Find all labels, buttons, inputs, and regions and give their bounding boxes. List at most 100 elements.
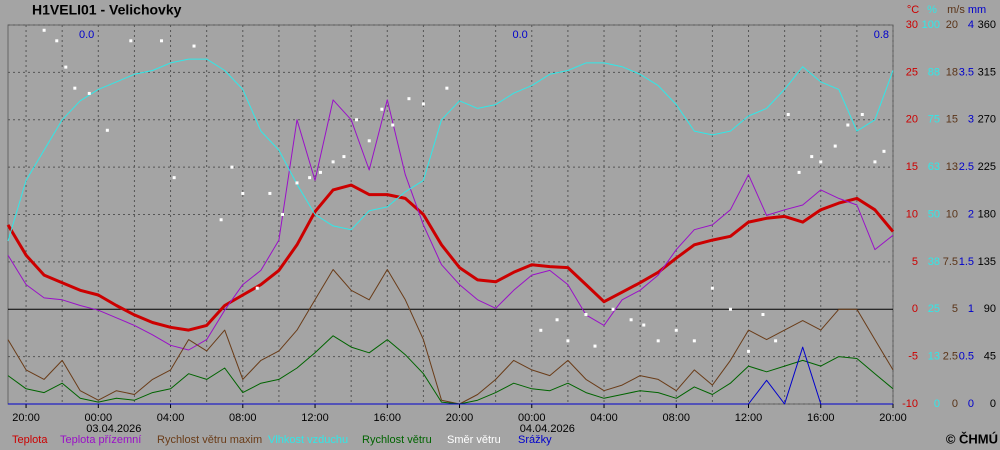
x-tick-label: 00:00 bbox=[85, 412, 113, 424]
direction-point bbox=[318, 170, 322, 174]
y-tick-label: 75 bbox=[928, 114, 940, 126]
direction-point bbox=[342, 155, 346, 159]
y-tick-label: 18 bbox=[946, 66, 958, 78]
y-tick-label: 3.5 bbox=[959, 66, 974, 78]
direction-point bbox=[255, 286, 259, 290]
direction-point bbox=[42, 28, 46, 32]
direction-point bbox=[611, 307, 615, 311]
y-tick-label: 1.5 bbox=[959, 256, 974, 268]
direction-point bbox=[860, 112, 864, 116]
y-tick-label: 2.5 bbox=[943, 351, 958, 363]
direction-point bbox=[593, 344, 597, 348]
axis-unit: m/s bbox=[947, 4, 965, 16]
direction-point bbox=[642, 323, 646, 327]
y-tick-label: 0 bbox=[934, 398, 940, 410]
y-tick-label: 0.5 bbox=[959, 351, 974, 363]
y-tick-label: 0 bbox=[968, 398, 974, 410]
direction-point bbox=[833, 144, 837, 148]
y-tick-label: 88 bbox=[928, 66, 940, 78]
axis-unit: % bbox=[927, 4, 937, 16]
y-tick-label: 3 bbox=[968, 114, 974, 126]
direction-point bbox=[391, 123, 395, 127]
direction-point bbox=[692, 339, 696, 343]
y-tick-label: 13 bbox=[928, 351, 940, 363]
direction-point bbox=[819, 160, 823, 164]
direction-point bbox=[810, 155, 814, 159]
direction-point bbox=[786, 112, 790, 116]
direction-point bbox=[367, 139, 371, 143]
x-tick-label: 12:00 bbox=[735, 412, 763, 424]
y-tick-label: 63 bbox=[928, 161, 940, 173]
y-tick-label: 10 bbox=[946, 208, 958, 220]
direction-point bbox=[281, 213, 285, 216]
daily-total: 0.0 bbox=[79, 29, 94, 41]
chart-title: H1VELI01 - Velichovky bbox=[32, 2, 182, 18]
y-tick-label: 15 bbox=[946, 114, 958, 126]
direction-point bbox=[407, 97, 411, 101]
direction-point bbox=[268, 191, 272, 195]
x-tick-label: 12:00 bbox=[301, 412, 329, 424]
copyright: © ČHMÚ bbox=[946, 431, 998, 446]
direction-point bbox=[129, 39, 133, 43]
y-tick-label: 180 bbox=[978, 208, 996, 220]
y-tick-label: 45 bbox=[984, 351, 996, 363]
series-line bbox=[7, 99, 894, 351]
direction-point bbox=[73, 86, 77, 90]
direction-point bbox=[55, 39, 59, 43]
x-date-label: 03.04.2026 bbox=[86, 423, 141, 435]
y-tick-label: 360 bbox=[978, 19, 996, 31]
x-tick-label: 08:00 bbox=[662, 412, 690, 424]
y-tick-label: 0 bbox=[912, 303, 918, 315]
y-tick-label: 25 bbox=[906, 66, 918, 78]
series-line bbox=[7, 335, 894, 405]
direction-point bbox=[873, 160, 877, 164]
daily-total: 0.8 bbox=[874, 29, 889, 41]
x-date-label: 04.04.2026 bbox=[520, 423, 575, 435]
x-tick-label: 20:00 bbox=[879, 412, 907, 424]
legend-entry: Srážky bbox=[518, 434, 552, 446]
y-tick-label: 2 bbox=[968, 208, 974, 220]
direction-point bbox=[747, 349, 751, 353]
direction-point bbox=[172, 176, 176, 180]
legend-entry: Teplota přízemní bbox=[60, 434, 141, 446]
direction-point bbox=[774, 339, 778, 343]
direction-point bbox=[192, 44, 196, 48]
y-tick-label: 270 bbox=[978, 114, 996, 126]
y-tick-label: 90 bbox=[984, 303, 996, 315]
direction-point bbox=[64, 65, 68, 69]
y-tick-label: -10 bbox=[902, 398, 918, 410]
direction-point bbox=[421, 102, 425, 106]
y-tick-label: 1 bbox=[968, 303, 974, 315]
legend-entry: Teplota bbox=[12, 434, 48, 446]
direction-point bbox=[230, 165, 234, 169]
y-tick-label: 15 bbox=[906, 161, 918, 173]
y-tick-label: 10 bbox=[906, 208, 918, 220]
y-tick-label: 30 bbox=[906, 19, 918, 31]
direction-point bbox=[87, 91, 91, 95]
direction-point bbox=[710, 286, 714, 290]
direction-point bbox=[308, 176, 312, 180]
daily-total: 0.0 bbox=[512, 29, 527, 41]
y-tick-label: 13 bbox=[946, 161, 958, 173]
direction-point bbox=[882, 149, 886, 153]
direction-point bbox=[629, 318, 633, 322]
y-tick-label: 5 bbox=[952, 303, 958, 315]
series-line bbox=[7, 269, 894, 405]
direction-point bbox=[445, 86, 449, 90]
series-line bbox=[6, 183, 895, 332]
y-tick-label: 0 bbox=[990, 398, 996, 410]
direction-point bbox=[761, 313, 765, 317]
y-tick-label: 135 bbox=[978, 256, 996, 268]
direction-point bbox=[539, 328, 543, 332]
x-tick-label: 08:00 bbox=[229, 412, 257, 424]
direction-point bbox=[846, 123, 850, 127]
x-tick-label: 00:00 bbox=[518, 412, 546, 424]
y-tick-label: 0 bbox=[952, 398, 958, 410]
direction-point bbox=[656, 339, 660, 343]
direction-point bbox=[584, 313, 588, 317]
y-tick-label: 315 bbox=[978, 66, 996, 78]
y-tick-label: 20 bbox=[946, 19, 958, 31]
direction-point bbox=[797, 170, 801, 174]
legend-entry: Směr větru bbox=[447, 434, 501, 446]
